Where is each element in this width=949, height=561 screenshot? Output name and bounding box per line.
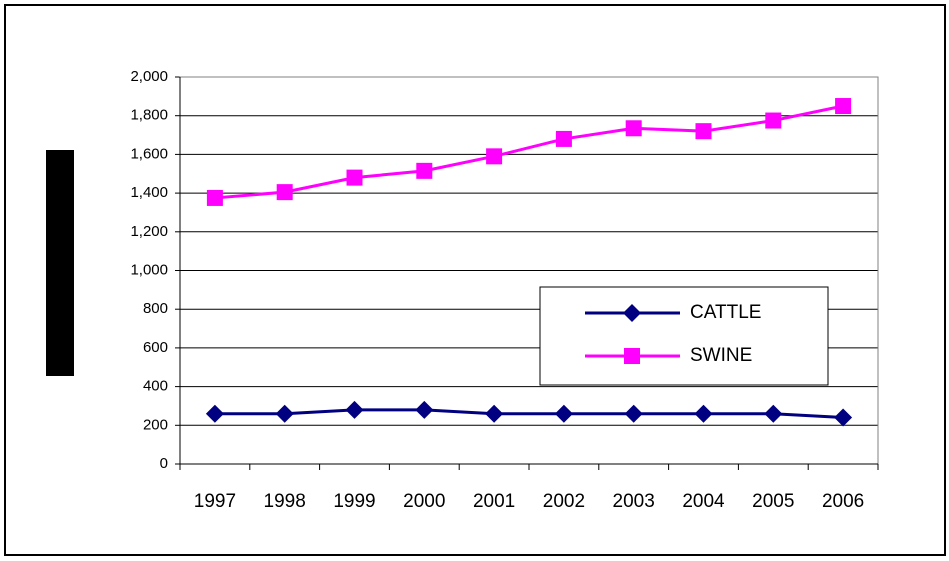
y-tick-label: 1,200: [130, 223, 168, 240]
data-point: [625, 120, 642, 137]
data-point: [275, 404, 294, 423]
data-point: [486, 148, 503, 165]
data-point: [416, 162, 433, 179]
x-tick-label: 2004: [682, 491, 725, 512]
x-tick-label: 2003: [613, 491, 655, 512]
data-point: [554, 404, 573, 423]
legend-label: CATTLE: [690, 302, 761, 323]
data-point: [555, 130, 572, 147]
x-tick-label: 2006: [822, 491, 864, 512]
y-tick-label: 600: [143, 339, 168, 356]
x-tick-label: 1997: [194, 491, 236, 512]
y-tick-label: 1,600: [130, 145, 168, 162]
data-point: [694, 404, 713, 423]
x-tick-label: 2001: [473, 491, 515, 512]
y-tick-label: 0: [160, 455, 168, 472]
legend-marker: [623, 304, 641, 322]
data-point: [415, 400, 434, 419]
x-tick-label: 2002: [543, 491, 585, 512]
legend-marker: [624, 348, 640, 364]
series-line: [214, 408, 844, 420]
data-point: [834, 408, 853, 427]
data-point: [485, 404, 504, 423]
data-point: [276, 184, 293, 201]
data-point: [345, 400, 364, 419]
y-tick-label: 2,000: [130, 68, 168, 85]
data-point: [765, 112, 782, 129]
data-point: [695, 123, 712, 140]
series-line: [214, 104, 844, 200]
legend-box: [539, 286, 829, 386]
x-tick-label: 2005: [752, 491, 794, 512]
data-point: [206, 189, 223, 206]
y-tick-label: 1,800: [130, 107, 168, 124]
data-point: [835, 98, 852, 115]
y-tick-label: 800: [143, 300, 168, 317]
data-point: [205, 404, 224, 423]
x-tick-label: 2000: [403, 491, 445, 512]
data-point: [346, 169, 363, 186]
y-tick-label: 400: [143, 378, 168, 395]
x-tick-label: 1998: [264, 491, 306, 512]
chart-frame: [4, 4, 946, 556]
redacted-axis-label: [46, 150, 74, 376]
data-point: [764, 404, 783, 423]
data-point: [624, 404, 643, 423]
legend-label: SWINE: [690, 345, 752, 366]
y-tick-label: 200: [143, 416, 168, 433]
x-tick-label: 1999: [333, 491, 375, 512]
y-tick-label: 1,400: [130, 184, 168, 201]
y-tick-label: 1,000: [130, 261, 168, 278]
